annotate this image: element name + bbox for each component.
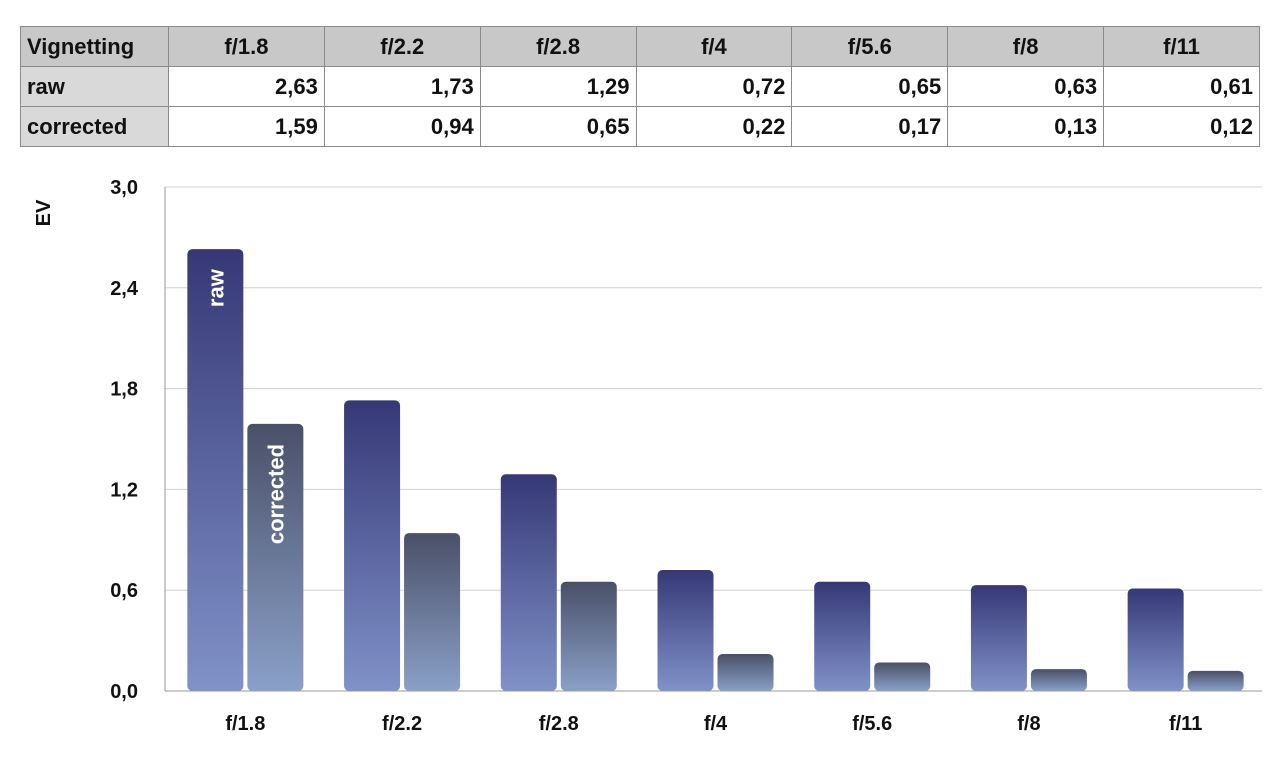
table-header-row: Vignetting f/1.8 f/2.2 f/2.8 f/4 f/5.6 f… [20, 26, 1260, 67]
bar-corrected [874, 662, 931, 691]
series-label-corrected: corrected [263, 444, 288, 544]
table-cell: 0,22 [635, 106, 793, 147]
table-cell: 0,65 [479, 106, 637, 147]
y-tick-label: 3,0 [110, 177, 138, 199]
y-axis-label: EV [33, 199, 55, 226]
bar-corrected [1187, 670, 1244, 691]
x-tick-label: f/11 [1169, 713, 1202, 735]
table-cell: 0,13 [947, 106, 1105, 147]
series-labels: raw corrected [203, 268, 288, 544]
bar-corrected [1030, 669, 1087, 691]
table-cell: 0,65 [791, 66, 949, 107]
table-cell: 1,59 [168, 106, 325, 147]
table-column-header: f/8 [947, 26, 1105, 67]
x-tick-labels: f/1.8 f/2.2 f/2.8 f/4 f/5.6 f/8 f/11 [225, 713, 1202, 735]
table-cell: 0,17 [791, 106, 949, 147]
bars [187, 249, 1244, 691]
bar-raw [1127, 588, 1184, 691]
y-tick-label: 0,0 [110, 681, 138, 703]
vignetting-table: Vignetting f/1.8 f/2.2 f/2.8 f/4 f/5.6 f… [20, 26, 1260, 147]
table-cell: 0,94 [323, 106, 481, 147]
bar-raw [657, 570, 714, 691]
bar-corrected [717, 654, 774, 691]
x-tick-label: f/8 [1017, 713, 1040, 735]
table-column-header: f/5.6 [791, 26, 949, 67]
grid-lines [164, 186, 1262, 692]
bar-corrected [247, 423, 304, 691]
x-tick-label: f/4 [704, 713, 728, 735]
table-row-label: raw [20, 66, 169, 107]
table-cell: 0,72 [635, 66, 793, 107]
table-cell: 2,63 [168, 66, 325, 107]
bar-raw [970, 585, 1027, 691]
table-cell: 0,61 [1103, 66, 1260, 107]
bar-raw [500, 474, 557, 691]
y-tick-label: 1,8 [110, 379, 138, 401]
table-column-header: f/11 [1103, 26, 1260, 67]
x-tick-label: f/2.2 [382, 713, 422, 735]
table-cell: 1,73 [323, 66, 481, 107]
y-tick-label: 0,6 [110, 580, 138, 602]
table-row-label: corrected [20, 106, 169, 147]
y-tick-label: 1,2 [110, 479, 138, 501]
table-row: corrected 1,59 0,94 0,65 0,22 0,17 0,13 … [20, 106, 1260, 147]
bar-raw [187, 249, 244, 691]
x-tick-label: f/5.6 [852, 713, 892, 735]
table-corner-label: Vignetting [20, 26, 169, 67]
table-column-header: f/4 [635, 26, 793, 67]
bar-raw [344, 400, 401, 691]
y-tick-labels: 0,0 0,6 1,2 1,8 2,4 3,0 [110, 177, 139, 703]
table-cell: 1,29 [479, 66, 637, 107]
x-tick-label: f/1.8 [225, 713, 265, 735]
table-cell: 0,12 [1103, 106, 1260, 147]
table-column-header: f/2.8 [479, 26, 637, 67]
bar-raw [814, 581, 871, 691]
bar-corrected [560, 581, 617, 691]
x-tick-label: f/2.8 [539, 713, 579, 735]
bar-corrected [404, 533, 461, 691]
y-tick-label: 2,4 [110, 278, 139, 300]
series-label-raw: raw [203, 268, 228, 307]
